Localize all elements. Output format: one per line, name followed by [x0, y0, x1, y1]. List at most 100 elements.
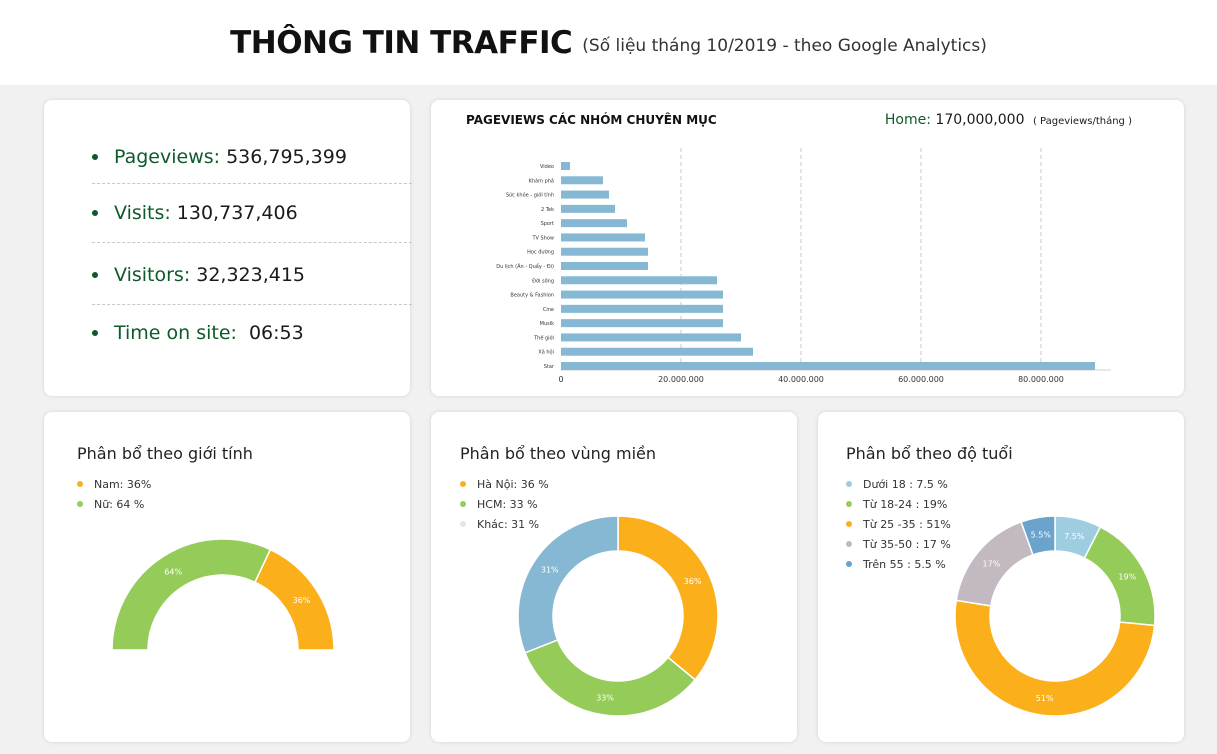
legend-label: Từ 18-24 : 19% — [863, 497, 948, 511]
category-label: Star — [544, 364, 555, 370]
legend-swatch — [846, 561, 852, 567]
slice — [524, 638, 697, 717]
legend-swatch — [460, 501, 466, 507]
legend-swatch — [77, 481, 83, 487]
legend: Nam: 36% Nữ: 64 % — [77, 474, 151, 514]
bar — [561, 262, 648, 270]
page-title: THÔNG TIN TRAFFIC — [230, 24, 573, 61]
legend-item: Hà Nội: 36 % — [460, 474, 549, 494]
bar — [561, 247, 648, 256]
bar — [561, 304, 723, 313]
category-label: Musik — [540, 321, 554, 327]
slice-label: 5.5% — [1031, 531, 1052, 540]
bar — [561, 347, 753, 356]
gender-semi-donut: 36% 64% — [111, 538, 335, 651]
x-tick-label: 0 — [558, 375, 563, 384]
stat-label: Time on site: — [114, 322, 237, 344]
bar — [561, 176, 603, 185]
legend-item: Nữ: 64 % — [77, 494, 151, 514]
home-unit: ( Pageviews/tháng ) — [1032, 116, 1132, 127]
legend-swatch — [846, 541, 852, 547]
slice-label: 17% — [983, 559, 1001, 568]
bar — [561, 362, 1095, 370]
bullet-icon — [92, 210, 98, 216]
legend-label: Nam: 36% — [94, 477, 152, 491]
legend-label: Dưới 18 : 7.5 % — [863, 477, 948, 491]
category-label: Du lịch (Ăn - Quẩy - Đi) — [496, 263, 554, 270]
legend-swatch — [846, 501, 852, 507]
category-label: Xã hội — [538, 349, 554, 356]
page-header: THÔNG TIN TRAFFIC (Số liệu tháng 10/2019… — [0, 0, 1217, 85]
legend-label: Nữ: 64 % — [94, 497, 145, 511]
legend-item: Dưới 18 : 7.5 % — [846, 474, 951, 494]
slice-label: 36% — [293, 596, 311, 605]
category-label: Thế giới — [533, 334, 554, 341]
legend-swatch — [77, 501, 83, 507]
stat-label: Visits: — [114, 202, 171, 224]
chart-title: Phân bổ theo vùng miền — [460, 444, 656, 463]
category-label: Khám phá — [529, 177, 554, 184]
legend-swatch — [460, 521, 466, 527]
bar — [561, 290, 723, 299]
stat-value: 06:53 — [248, 322, 304, 344]
chart-title: Phân bổ theo giới tính — [77, 444, 253, 463]
legend-item: Khác: 31 % — [460, 514, 549, 534]
stat-label: Pageviews: — [114, 146, 221, 168]
x-tick-label: 60.000.000 — [898, 375, 944, 384]
legend-label: Khác: 31 % — [477, 517, 540, 531]
stat-visits: Visits: 130,737,406 — [92, 185, 382, 241]
region-donut: 36% 33% 31% — [517, 515, 719, 717]
slice — [111, 538, 272, 651]
slice — [253, 548, 335, 651]
slice — [617, 515, 719, 681]
legend-label: Trên 55 : 5.5 % — [863, 557, 946, 571]
legend-item: HCM: 33 % — [460, 494, 549, 514]
category-label: Cine — [543, 307, 554, 313]
legend-item: Từ 35-50 : 17 % — [846, 534, 951, 554]
divider — [92, 183, 412, 184]
category-label: Sport — [541, 221, 554, 227]
age-donut: 7.5% 19% 51% 17% 5.5% — [954, 515, 1156, 717]
stat-visitors: Visitors: 32,323,415 — [92, 247, 382, 303]
category-label: Đời sống — [532, 277, 554, 284]
bar — [561, 333, 741, 342]
legend-item: Từ 18-24 : 19% — [846, 494, 951, 514]
legend-label: HCM: 33 % — [477, 497, 538, 511]
x-tick-label: 80.000.000 — [1018, 375, 1064, 384]
stat-time-on-site: Time on site: 06:53 — [92, 305, 382, 361]
slice-label: 19% — [1118, 572, 1136, 581]
home-pageviews: Home: 170,000,000 ( Pageviews/tháng ) — [885, 112, 1132, 128]
legend-swatch — [846, 481, 852, 487]
stat-value: 32,323,415 — [196, 264, 306, 286]
bar — [561, 190, 609, 199]
category-label: Học đường — [527, 249, 554, 256]
stat-value: 536,795,399 — [226, 146, 347, 168]
bar — [561, 162, 570, 170]
slice — [954, 599, 1156, 717]
pageviews-bar-chart-card: 0 20.000.000 40.000.000 60.000.000 80.000.00… — [431, 100, 1184, 396]
legend-label: Hà Nội: 36 % — [477, 477, 549, 491]
stats-card: Pageviews: 536,795,399 Visits: 130,737,4… — [44, 100, 412, 396]
home-value: 170,000,000 — [935, 112, 1025, 128]
bullet-icon — [92, 154, 98, 160]
slice — [517, 515, 619, 654]
age-chart-card: 7.5% 19% 51% 17% 5.5% Phân bổ theo độ tuổi D… — [818, 412, 1184, 742]
legend-item: Trên 55 : 5.5 % — [846, 554, 951, 574]
bullet-icon — [92, 330, 98, 336]
divider — [92, 304, 412, 305]
divider — [92, 242, 412, 243]
bar — [561, 219, 627, 228]
category-label: Video — [540, 164, 554, 170]
bar — [561, 233, 645, 242]
stat-value: 130,737,406 — [176, 202, 298, 224]
bar-chart: 0 20.000.000 40.000.000 60.000.000 80.000.00… — [496, 148, 1111, 384]
legend-label: Từ 25 -35 : 51% — [863, 517, 951, 531]
category-label: TV Show — [531, 235, 554, 241]
legend-label: Từ 35-50 : 17 % — [863, 537, 951, 551]
category-label: 2 Tek — [541, 207, 554, 213]
slice-label: 31% — [541, 566, 559, 575]
stat-label: Visitors: — [114, 264, 191, 286]
region-chart-card: 36% 33% 31% Phân bổ theo vùng miền Hà Nội:… — [431, 412, 797, 742]
legend: Dưới 18 : 7.5 % Từ 18-24 : 19% Từ 25 -35… — [846, 474, 951, 574]
slice-label: 51% — [1036, 694, 1054, 703]
